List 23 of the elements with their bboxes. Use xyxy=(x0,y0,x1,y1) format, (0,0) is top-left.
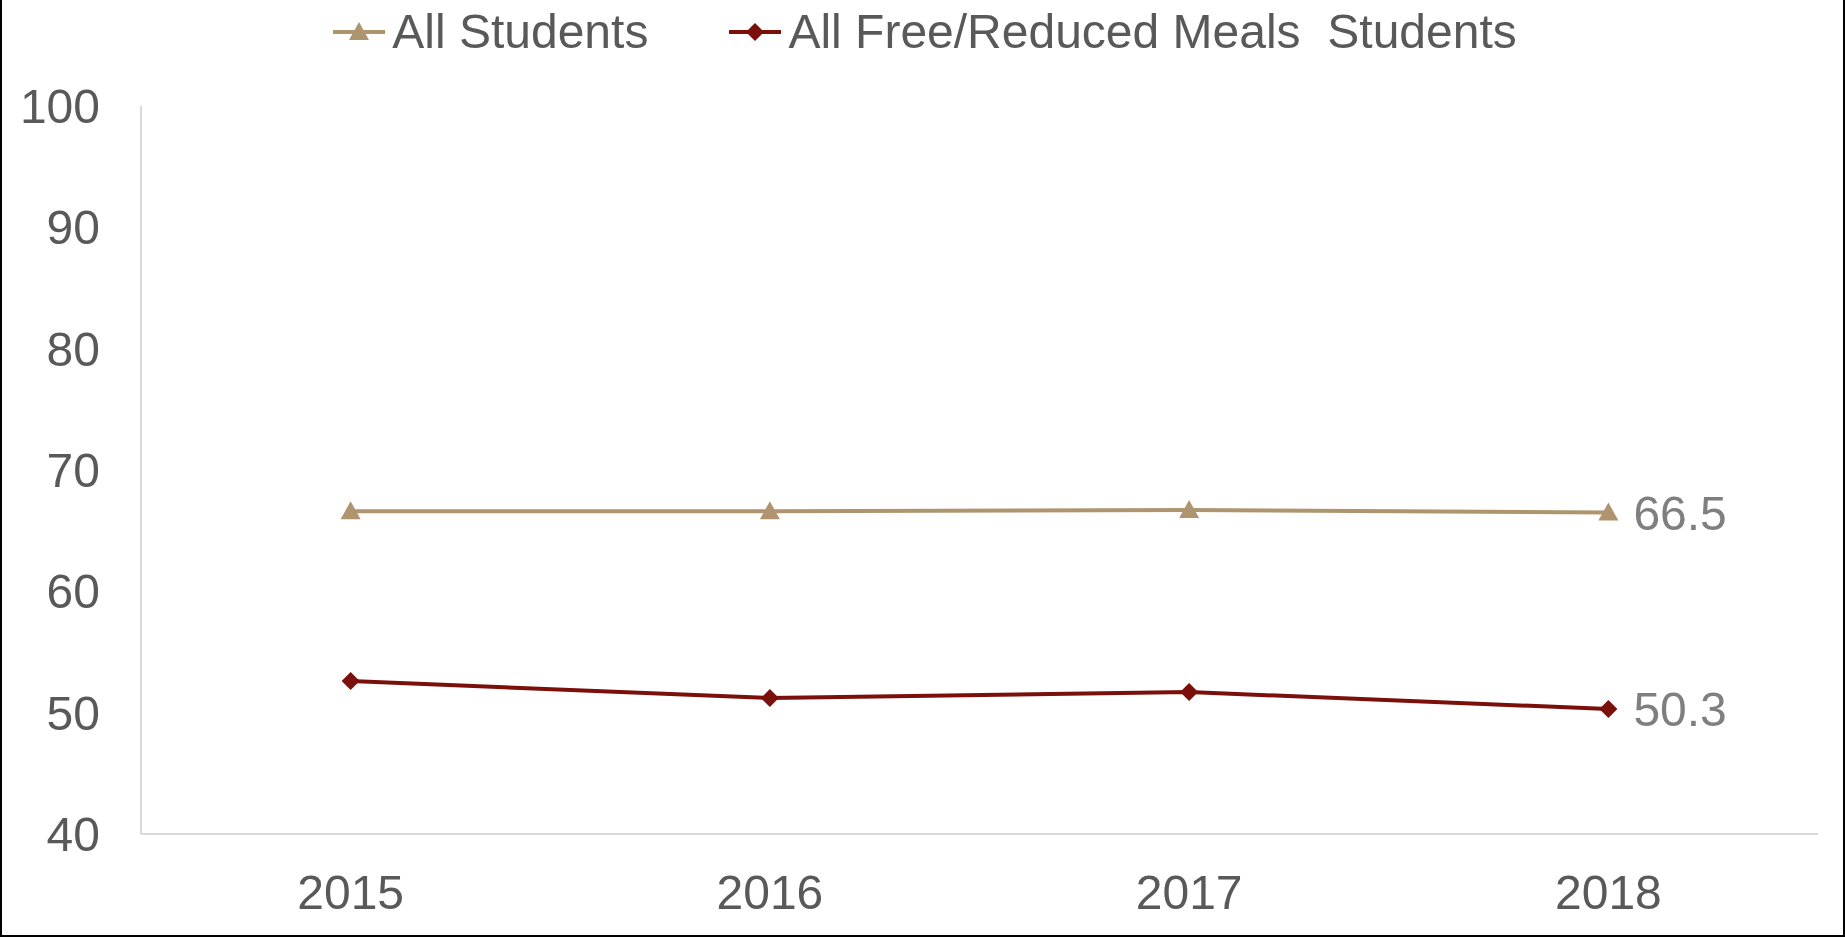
y-tick-label: 100 xyxy=(19,80,100,134)
y-tick-label: 80 xyxy=(46,322,100,376)
x-tick-label: 2016 xyxy=(716,866,824,920)
point xyxy=(1598,502,1619,521)
x-tick-label: 2018 xyxy=(1554,866,1662,920)
x-tick-label: 2015 xyxy=(297,866,405,920)
point xyxy=(1180,683,1199,702)
point xyxy=(759,501,780,520)
legend-label: All Students xyxy=(392,4,649,60)
y-tick-label: 50 xyxy=(46,686,100,740)
data-label: 66.5 xyxy=(1633,486,1727,540)
point xyxy=(1599,700,1618,719)
legend-label: All Free/Reduced Meals Students xyxy=(788,4,1517,60)
point xyxy=(340,501,361,520)
y-tick-label: 70 xyxy=(46,444,100,498)
point xyxy=(760,689,779,708)
y-tick-label: 90 xyxy=(46,201,100,255)
x-tick-label: 2017 xyxy=(1135,866,1243,920)
y-tick-label: 40 xyxy=(46,808,100,862)
y-tick-label: 60 xyxy=(46,565,100,619)
point xyxy=(1179,500,1200,519)
data-label: 50.3 xyxy=(1633,683,1727,737)
point xyxy=(341,672,360,691)
